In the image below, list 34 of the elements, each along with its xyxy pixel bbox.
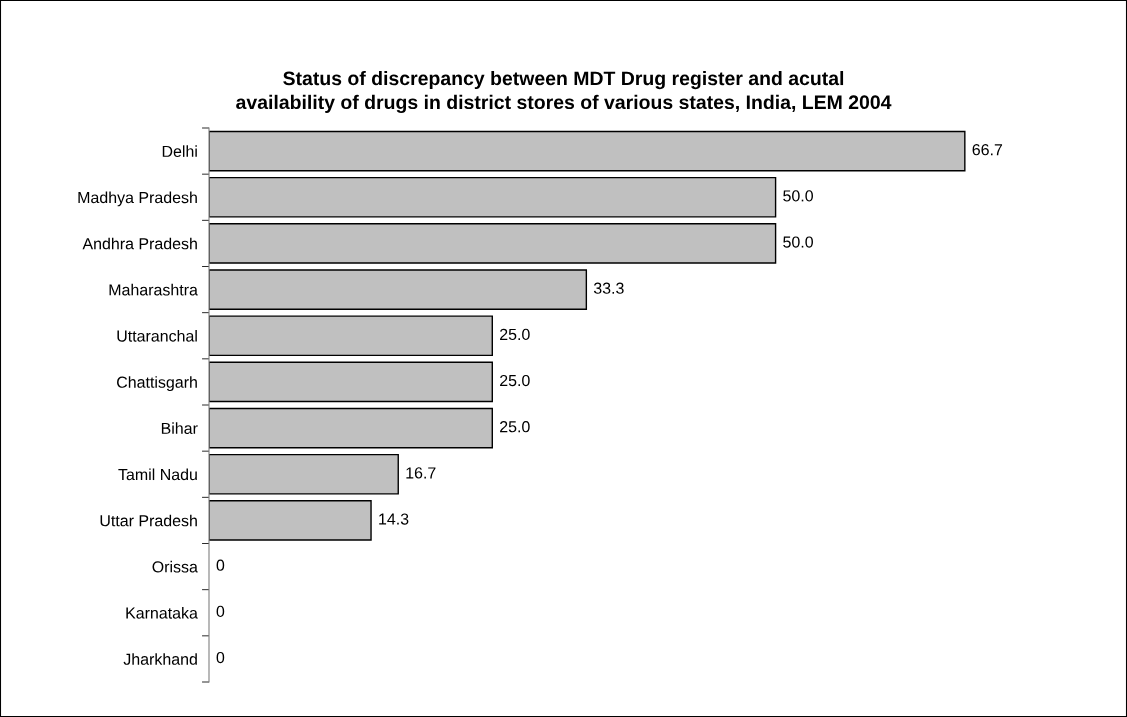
- data-label: 33.3: [593, 282, 624, 294]
- data-label: 25.0: [500, 374, 530, 387]
- y-tick-label: Bihar: [161, 422, 198, 435]
- bar: [209, 315, 493, 357]
- y-tick-label: Tamil Nadu: [118, 468, 197, 481]
- bar: [209, 407, 493, 449]
- y-tick-label: Maharashtra: [109, 283, 198, 296]
- data-label: 14.3: [379, 513, 409, 525]
- y-tick-label: Orissa: [152, 560, 198, 573]
- bar: [209, 269, 588, 310]
- y-tick-label: Uttar Pradesh: [100, 514, 197, 527]
- bar: [209, 130, 966, 172]
- data-label: 16.7: [406, 467, 436, 479]
- chart-title: Status of discrepancy between MDT Drug register and acutal availability of drugs in district stores of various states, India, LEM 2004: [236, 70, 892, 114]
- bar: [209, 223, 777, 264]
- y-tick-label: Jharkhand: [123, 653, 197, 665]
- data-label: 0: [216, 651, 225, 664]
- data-label: 66.7: [972, 144, 1003, 156]
- y-tick-label: Madhya Pradesh: [78, 191, 197, 207]
- data-label: 0: [216, 605, 225, 618]
- data-label: 50.0: [783, 190, 813, 202]
- y-tick-label: Karnataka: [126, 606, 198, 619]
- y-tick-label: Chattisgarh: [117, 376, 197, 392]
- data-label: 0: [216, 559, 225, 571]
- bar: [209, 361, 493, 403]
- data-label: 25.0: [500, 328, 530, 341]
- y-tick-label: Andhra Pradesh: [82, 237, 197, 250]
- bar: [209, 176, 777, 218]
- data-label: 25.0: [500, 421, 530, 433]
- data-label: 50.0: [783, 236, 813, 248]
- y-tick-label: Delhi: [162, 145, 197, 158]
- bar: [209, 500, 372, 541]
- bar: [209, 453, 399, 495]
- y-tick-label: Uttaranchal: [117, 329, 197, 342]
